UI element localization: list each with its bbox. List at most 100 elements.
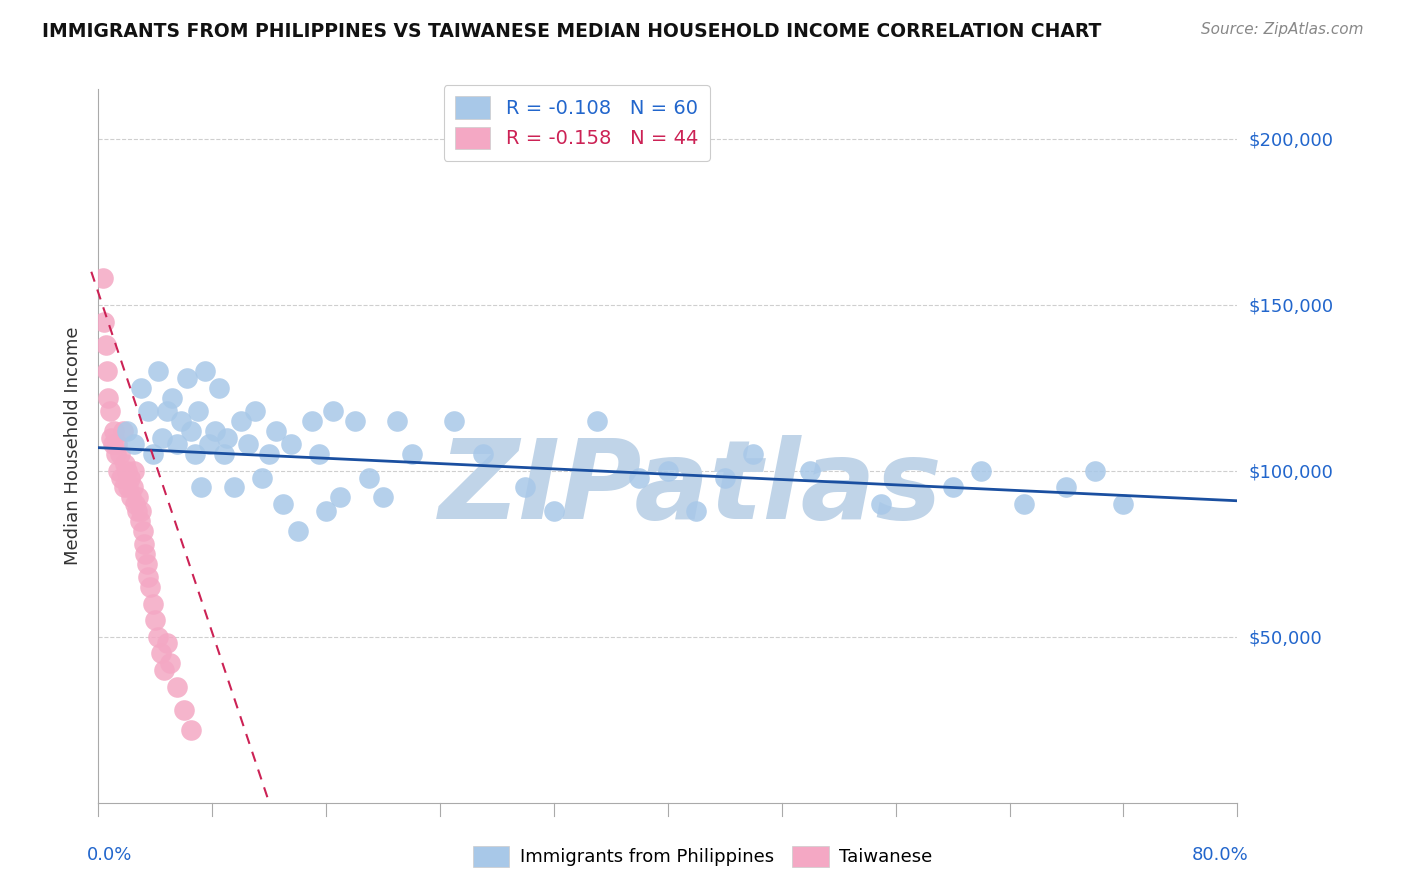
- Text: IMMIGRANTS FROM PHILIPPINES VS TAIWANESE MEDIAN HOUSEHOLD INCOME CORRELATION CHA: IMMIGRANTS FROM PHILIPPINES VS TAIWANESE…: [42, 22, 1101, 41]
- Point: [443, 414, 465, 428]
- Point: [135, 557, 157, 571]
- Point: [107, 464, 129, 478]
- Point: [243, 404, 266, 418]
- Point: [148, 364, 170, 378]
- Point: [98, 404, 121, 418]
- Point: [1012, 497, 1035, 511]
- Point: [628, 470, 651, 484]
- Point: [129, 504, 152, 518]
- Point: [115, 464, 138, 478]
- Point: [132, 537, 155, 551]
- Point: [229, 414, 252, 428]
- Point: [124, 497, 146, 511]
- Point: [357, 470, 380, 484]
- Point: [180, 723, 202, 737]
- Point: [315, 504, 337, 518]
- Point: [204, 424, 226, 438]
- Point: [799, 464, 821, 478]
- Legend: Immigrants from Philippines, Taiwanese: Immigrants from Philippines, Taiwanese: [467, 838, 939, 874]
- Point: [870, 497, 893, 511]
- Point: [273, 497, 295, 511]
- Point: [280, 437, 302, 451]
- Point: [329, 491, 352, 505]
- Point: [1084, 464, 1107, 478]
- Point: [104, 447, 127, 461]
- Point: [742, 447, 765, 461]
- Point: [101, 437, 124, 451]
- Point: [184, 447, 207, 461]
- Point: [127, 491, 149, 505]
- Point: [108, 447, 131, 461]
- Point: [657, 464, 679, 478]
- Point: [162, 391, 184, 405]
- Point: [115, 424, 138, 438]
- Point: [685, 504, 707, 518]
- Point: [100, 431, 122, 445]
- Point: [131, 524, 153, 538]
- Point: [515, 481, 537, 495]
- Point: [93, 314, 115, 328]
- Point: [170, 414, 193, 428]
- Point: [141, 597, 163, 611]
- Point: [387, 414, 409, 428]
- Point: [180, 424, 202, 438]
- Point: [942, 481, 965, 495]
- Text: Source: ZipAtlas.com: Source: ZipAtlas.com: [1201, 22, 1364, 37]
- Point: [136, 404, 159, 418]
- Point: [543, 504, 565, 518]
- Point: [173, 703, 195, 717]
- Point: [266, 424, 288, 438]
- Point: [190, 481, 212, 495]
- Point: [138, 580, 160, 594]
- Point: [94, 338, 117, 352]
- Point: [136, 570, 159, 584]
- Point: [112, 481, 135, 495]
- Point: [120, 491, 142, 505]
- Point: [105, 437, 128, 451]
- Point: [159, 657, 181, 671]
- Point: [152, 431, 174, 445]
- Point: [150, 647, 173, 661]
- Point: [96, 364, 118, 378]
- Point: [148, 630, 170, 644]
- Point: [97, 391, 120, 405]
- Point: [117, 481, 139, 495]
- Point: [145, 613, 167, 627]
- Point: [156, 636, 179, 650]
- Point: [585, 414, 607, 428]
- Point: [208, 381, 231, 395]
- Point: [166, 680, 188, 694]
- Point: [128, 514, 150, 528]
- Point: [187, 404, 209, 418]
- Point: [114, 457, 136, 471]
- Point: [198, 437, 221, 451]
- Point: [401, 447, 423, 461]
- Y-axis label: Median Household Income: Median Household Income: [63, 326, 82, 566]
- Point: [222, 481, 245, 495]
- Point: [176, 371, 198, 385]
- Point: [125, 504, 148, 518]
- Point: [194, 364, 217, 378]
- Point: [308, 447, 330, 461]
- Point: [373, 491, 395, 505]
- Point: [134, 547, 156, 561]
- Point: [110, 470, 132, 484]
- Point: [118, 470, 141, 484]
- Point: [156, 404, 179, 418]
- Point: [259, 447, 281, 461]
- Point: [1056, 481, 1078, 495]
- Point: [714, 470, 737, 484]
- Point: [121, 481, 143, 495]
- Point: [343, 414, 366, 428]
- Text: ZIPatlas: ZIPatlas: [439, 435, 942, 542]
- Point: [153, 663, 176, 677]
- Point: [122, 464, 145, 478]
- Point: [322, 404, 344, 418]
- Point: [471, 447, 494, 461]
- Point: [301, 414, 323, 428]
- Point: [111, 424, 134, 438]
- Point: [91, 271, 114, 285]
- Point: [287, 524, 309, 538]
- Text: 80.0%: 80.0%: [1192, 846, 1249, 863]
- Point: [1112, 497, 1135, 511]
